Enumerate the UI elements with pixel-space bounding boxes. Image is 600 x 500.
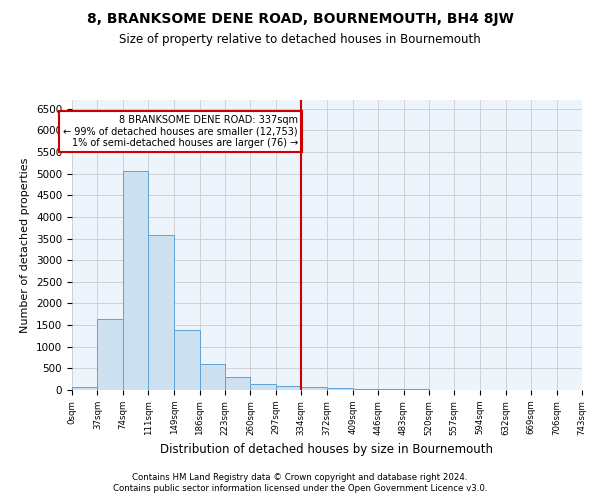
Text: Distribution of detached houses by size in Bournemouth: Distribution of detached houses by size … [161, 442, 493, 456]
Bar [225, 378, 250, 390]
Bar [301, 386, 326, 390]
Bar [97, 320, 123, 390]
Bar [174, 330, 200, 390]
Text: 8 BRANKSOME DENE ROAD: 337sqm
← 99% of detached houses are smaller (12,753)
1% o: 8 BRANKSOME DENE ROAD: 337sqm ← 99% of d… [63, 115, 298, 148]
Bar [353, 388, 378, 390]
Text: Size of property relative to detached houses in Bournemouth: Size of property relative to detached ho… [119, 32, 481, 46]
Text: Contains HM Land Registry data © Crown copyright and database right 2024.: Contains HM Land Registry data © Crown c… [132, 472, 468, 482]
Text: Contains public sector information licensed under the Open Government Licence v3: Contains public sector information licen… [113, 484, 487, 493]
Text: 8, BRANKSOME DENE ROAD, BOURNEMOUTH, BH4 8JW: 8, BRANKSOME DENE ROAD, BOURNEMOUTH, BH4… [86, 12, 514, 26]
Bar [123, 171, 148, 390]
Bar [148, 235, 173, 390]
Bar [72, 387, 97, 390]
Bar [378, 389, 404, 390]
Y-axis label: Number of detached properties: Number of detached properties [20, 158, 31, 332]
Bar [200, 364, 225, 390]
Bar [250, 384, 276, 390]
Bar [276, 386, 301, 390]
Bar [328, 388, 353, 390]
